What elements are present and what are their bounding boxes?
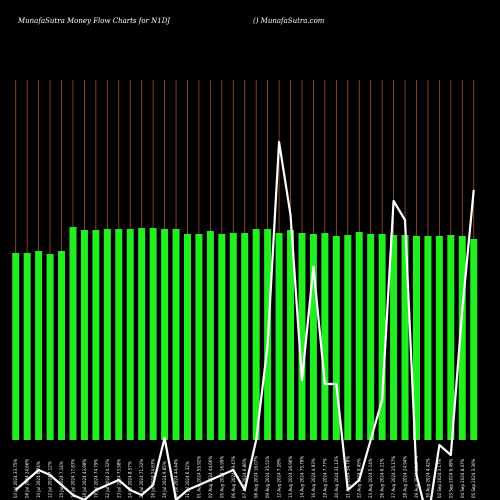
x-tick-label: 26 Jul 2024 24.63%	[151, 459, 156, 498]
x-tick-label: 19 Jul 2024 74.79%	[93, 459, 98, 498]
bar	[309, 234, 317, 440]
bar	[470, 239, 478, 440]
bar	[344, 235, 352, 440]
x-tick-labels: 03 Jul 2024 33.75% 08 Jul 2024 24.66% 10 J…	[13, 456, 476, 498]
site-credit: () MunafaSutra.com	[253, 17, 325, 25]
x-tick-label: 03 Jul 2024 33.75%	[13, 459, 18, 498]
x-tick-label: 30 Aug 2024 4.42%	[425, 458, 430, 498]
money-flow-line	[15, 140, 475, 500]
x-tick-label: 23 Aug 2024 5.14%	[368, 458, 373, 498]
bar	[241, 233, 249, 440]
x-tick-label: 20 Aug 2024 31.13%	[334, 456, 339, 498]
x-tick-label: 04 Sep 2024 8.47%	[460, 458, 465, 498]
bar	[447, 235, 455, 440]
bar	[195, 234, 203, 440]
bar	[401, 235, 409, 440]
bar	[183, 234, 191, 440]
bar	[161, 229, 169, 440]
bar	[218, 234, 226, 440]
x-tick-label: 22 Aug 2024 9.45%	[357, 458, 362, 498]
bar	[58, 251, 66, 440]
x-tick-label: 01 Aug 2024 55.92%	[196, 456, 201, 498]
bar	[23, 253, 31, 440]
x-tick-label: 08 Jul 2024 24.66%	[25, 459, 30, 498]
x-tick-label: 29 Aug 2024 13.87%	[414, 456, 419, 498]
x-tick-label: 12 Jul 2024 7.12%	[48, 461, 53, 498]
x-tick-label: 14 Aug 2024 75.79%	[299, 456, 304, 498]
bar	[355, 232, 363, 440]
x-tick-label: 07 Aug 2024 6.86%	[242, 458, 247, 498]
bar	[378, 234, 386, 440]
bar	[458, 236, 466, 440]
bar	[12, 253, 20, 440]
x-tick-label: 16 Aug 2024 4.93%	[311, 458, 316, 498]
bar	[424, 236, 432, 440]
bar	[103, 229, 111, 440]
x-tick-label: 21 Aug 2024 34.78%	[345, 456, 350, 498]
bar	[287, 230, 295, 440]
bar	[149, 228, 157, 440]
bar	[412, 236, 420, 440]
chart-title: MunafaSutra Money Flow Charts for N1DJ	[18, 17, 171, 25]
x-tick-label: 03 Sep 2024 9.49%	[448, 458, 453, 498]
bar	[275, 233, 283, 440]
x-tick-label: 27 Aug 2024 25.17%	[391, 456, 396, 498]
x-tick-label: 23 Jul 2024 73.98%	[116, 459, 121, 498]
bar	[138, 228, 146, 440]
x-tick-label: 12 Aug 2024 7.28%	[277, 458, 282, 498]
x-tick-label: 05 Sep 2024 3.30%	[471, 458, 476, 498]
bar	[69, 227, 77, 440]
bar	[435, 236, 443, 440]
x-tick-label: 31 Jul 2024 6.32%	[185, 461, 190, 498]
bar	[46, 254, 54, 440]
bar	[390, 235, 398, 440]
bar	[115, 229, 123, 440]
x-tick-label: 30 Jul 2024 44.44%	[174, 459, 179, 498]
bar	[298, 233, 306, 440]
x-tick-label: 08 Aug 2024 16.07%	[254, 456, 259, 498]
bar	[206, 231, 214, 440]
x-tick-label: 19 Aug 2024 7.77%	[322, 458, 327, 498]
money-flow-polyline	[15, 140, 475, 500]
x-tick-label: 06 Aug 2024 79.47%	[231, 456, 236, 498]
x-tick-label: 05 Aug 2024 16.99%	[219, 456, 224, 498]
x-tick-label: 22 Jul 2024 24.32%	[105, 459, 110, 498]
x-tick-label: 10 Jul 2024 6.74%	[36, 461, 41, 498]
x-tick-label: 13 Aug 2024 26.96%	[288, 456, 293, 498]
bar	[35, 251, 43, 440]
x-tick-label: 25 Jul 2024 71.32%	[139, 459, 144, 498]
x-tick-label: 02 Sep 2024 3.17%	[437, 458, 442, 498]
bar	[80, 230, 88, 440]
bar	[92, 230, 100, 440]
x-tick-label: 15 Jul 2024 7.14%	[59, 461, 64, 498]
bar	[321, 233, 329, 440]
x-tick-label: 02 Aug 2024 44.66%	[208, 456, 213, 498]
x-tick-label: 18 Jul 2024 43.98%	[82, 459, 87, 498]
bars	[12, 227, 478, 440]
bar	[126, 229, 134, 440]
bar	[367, 234, 375, 440]
x-tick-label: 28 Aug 2024 24.94%	[403, 456, 408, 498]
x-tick-label: 29 Jul 2024 9.85%	[162, 461, 167, 498]
bar	[252, 229, 260, 440]
x-tick-label: 26 Aug 2024 6.11%	[380, 458, 385, 498]
x-tick-label: 09 Aug 2024 35.51%	[265, 456, 270, 498]
x-tick-label: 16 Jul 2024 17.83%	[70, 459, 75, 498]
bar	[229, 233, 237, 440]
x-tick-label: 24 Jul 2024 8.57%	[128, 461, 133, 498]
bar	[172, 229, 180, 440]
bar	[332, 236, 340, 440]
